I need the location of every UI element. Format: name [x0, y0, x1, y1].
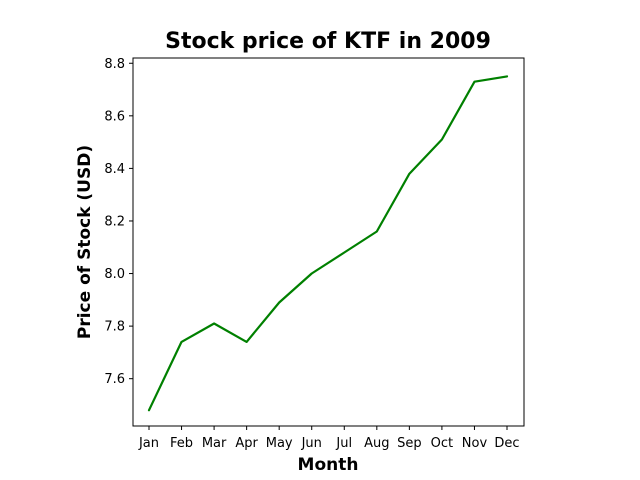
plot-area: [133, 58, 524, 426]
x-tick-label: Jul: [335, 436, 352, 451]
y-tick-label: 8.8: [104, 57, 125, 72]
y-tick-label: 7.6: [104, 372, 125, 387]
y-tick-label: 8.2: [104, 214, 125, 229]
x-tick-label: Mar: [202, 436, 227, 451]
y-axis: 7.6 7.8 8.0 8.2 8.4 8.6 8.8: [104, 57, 133, 387]
x-tick-label: May: [266, 436, 293, 451]
x-axis-label: Month: [298, 455, 359, 475]
x-tick-label: Sep: [397, 436, 422, 451]
y-tick-label: 8.6: [104, 109, 125, 124]
x-tick-label: Aug: [364, 436, 389, 451]
x-tick-label: Apr: [235, 436, 258, 451]
chart-title: Stock price of KTF in 2009: [165, 29, 491, 54]
x-tick-label: Jan: [138, 436, 159, 451]
y-axis-label: Price of Stock (USD): [75, 145, 95, 339]
x-tick-label: Oct: [431, 436, 453, 451]
y-tick-label: 8.0: [104, 267, 125, 282]
x-tick-label: Nov: [462, 436, 488, 451]
x-tick-label: Dec: [494, 436, 519, 451]
x-tick-label: Jun: [301, 436, 322, 451]
x-tick-label: Feb: [170, 436, 193, 451]
series-line: [149, 76, 507, 410]
x-axis: Jan Feb Mar Apr May Jun Jul Aug Sep Oct Nov Dec: [138, 426, 520, 451]
y-tick-label: 8.4: [104, 162, 125, 177]
series-layer: [149, 76, 507, 410]
y-tick-label: 7.8: [104, 320, 125, 335]
